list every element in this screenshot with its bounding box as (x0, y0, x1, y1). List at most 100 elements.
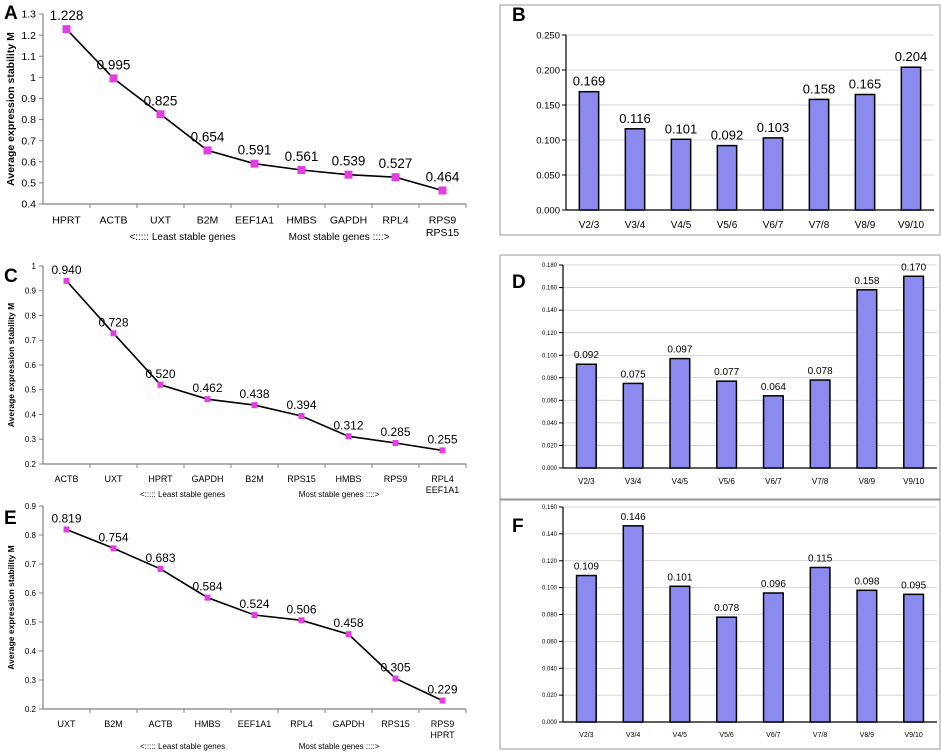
bar (669, 357, 691, 469)
x-tick-label: HMBS (286, 215, 316, 227)
data-point (63, 277, 70, 284)
data-label: 0.683 (145, 551, 175, 565)
data-point (438, 186, 447, 195)
x-tick-label: V3/4 (626, 732, 641, 739)
data-label: 0.109 (574, 562, 599, 573)
data-label: 0.165 (849, 77, 882, 92)
y-tick-label: 0.6 (21, 156, 36, 168)
data-label: 0.092 (574, 350, 599, 361)
panel-a: A 0.4 0.5 0.6 0.7 0.8 0.9 1 1.1 1.2 1.3 Average exp… (4, 3, 467, 243)
y-tick-label: 0.000 (542, 466, 558, 472)
data-label: 0.204 (895, 49, 928, 64)
y-tick-label: 0.080 (542, 376, 558, 382)
y-tick-label: 0.020 (542, 693, 558, 699)
data-point (392, 439, 399, 446)
x-tick-label: V5/6 (719, 732, 734, 739)
panel-c: C 0.2 0.3 0.4 0.5 0.6 0.7 0.8 0.9 1 Average expres… (4, 262, 467, 499)
panel-e: E 0.2 0.3 0.4 0.5 0.6 0.7 0.8 0.9 Average express… (4, 502, 467, 751)
x-tick-label: V7/8 (812, 477, 829, 486)
x-tick-label: V5/6 (717, 220, 738, 231)
y-tick-label: 0.4 (25, 410, 37, 419)
data-point (298, 617, 305, 624)
y-tick-label: 0.060 (542, 398, 558, 404)
x-tick-label: V8/9 (859, 477, 876, 486)
data-label: 0.539 (332, 154, 366, 169)
data-label: 0.103 (757, 120, 790, 135)
data-point (298, 412, 305, 419)
data-point (157, 565, 164, 572)
bar (670, 138, 692, 211)
data-point (392, 675, 399, 682)
data-label: 0.394 (286, 398, 316, 412)
y-tick-label: 0.2 (25, 460, 37, 469)
x-tick-label: V7/8 (813, 732, 828, 739)
data-label: 0.825 (144, 93, 178, 108)
y-tick-label: 0.200 (536, 65, 560, 76)
x-tick-label: RPL4 (382, 215, 408, 227)
y-tick-label: 0.7 (21, 135, 36, 147)
data-label: 0.458 (333, 616, 363, 630)
x-tick-label: GAPDH (330, 215, 367, 227)
bar (578, 90, 600, 211)
bar (854, 93, 876, 211)
x-tick-label: V7/8 (809, 220, 830, 231)
y-tick-label: 0.250 (536, 30, 560, 41)
x-axis-note-right: Most stable genes ::::> (299, 490, 380, 499)
data-label: 0.097 (667, 345, 692, 356)
data-label: 0.312 (333, 418, 363, 432)
y-tick-label: 0.040 (542, 421, 558, 427)
bar (762, 137, 784, 211)
y-tick-label: 0.080 (542, 613, 558, 619)
data-point (439, 447, 446, 454)
bar (575, 574, 597, 723)
x-tick-label: UXT (150, 215, 172, 227)
y-axis-title: Average expression stability M (6, 303, 16, 427)
data-label: 0.995 (97, 57, 131, 72)
y-tick-label: 0.8 (25, 311, 37, 320)
data-label: 0.819 (51, 511, 81, 525)
bar (856, 589, 878, 723)
y-tick-label: 0.6 (25, 589, 37, 598)
data-label: 0.506 (286, 602, 316, 616)
data-label: 0.561 (285, 149, 319, 164)
data-label: 0.438 (239, 387, 269, 401)
x-tick-label: RPS9 (384, 474, 408, 484)
data-label: 0.754 (98, 530, 128, 544)
y-tick-label: 1.2 (21, 30, 36, 42)
y-tick-label: 0.060 (542, 639, 558, 645)
data-point (204, 594, 211, 601)
y-tick-label: 0.100 (542, 586, 558, 592)
data-point (251, 402, 258, 409)
data-point (345, 631, 352, 638)
x-axis-note-right: Most stable genes ::::> (289, 232, 390, 243)
data-label: 0.591 (238, 143, 272, 158)
data-point (391, 173, 400, 182)
x-tick-label: B2M (104, 719, 123, 729)
x-tick-label: HPRT (52, 215, 81, 227)
bar (903, 275, 925, 469)
x-axis-note-left: <::::: Least stable genes (129, 232, 235, 243)
panel-letter-d: D (512, 272, 526, 293)
bar (809, 379, 831, 469)
y-tick-label: 0.140 (542, 308, 558, 314)
y-tick-label: 0.7 (25, 336, 37, 345)
x-tick-label: V3/4 (625, 220, 646, 231)
panel-f: F 0.000 0.020 0.040 0.060 0.080 0.100 0.120 0.14… (499, 498, 941, 750)
x-tick-label: ACTB (148, 719, 172, 729)
x-tick-label: RPS15 (381, 719, 410, 729)
data-label: 0.462 (192, 381, 222, 395)
panel-letter-e: E (4, 508, 17, 529)
y-tick-label: 0.7 (25, 560, 37, 569)
x-tick-label: V2/3 (579, 732, 594, 739)
x-axis-note-left: <::::: Least stable genes (140, 742, 225, 751)
data-point (110, 545, 117, 552)
data-label: 0.285 (380, 425, 410, 439)
x-tick-label: GAPDH (332, 719, 364, 729)
y-tick-label: 1 (30, 72, 36, 84)
x-tick-label: HMBS (335, 474, 361, 484)
data-label: 0.584 (192, 580, 222, 594)
x-axis-note-left: <::::: Least stable genes (140, 490, 225, 499)
bar (856, 289, 878, 469)
y-tick-label: 0.6 (25, 361, 37, 370)
